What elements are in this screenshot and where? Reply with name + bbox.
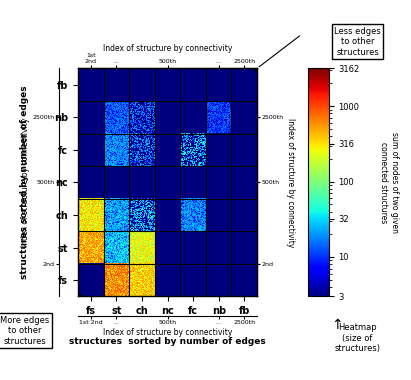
X-axis label: structures  sorted by number of edges: structures sorted by number of edges [69, 337, 266, 346]
Y-axis label: Index of structure by connectivity: Index of structure by connectivity [21, 118, 30, 247]
Y-axis label: structures sorted by number of edges: structures sorted by number of edges [20, 86, 29, 279]
Text: Less edges
to other
structures: Less edges to other structures [334, 27, 381, 57]
X-axis label: Index of structure by connectivity: Index of structure by connectivity [103, 44, 232, 53]
Text: Heatmap
(size of
structures): Heatmap (size of structures) [335, 323, 381, 353]
Text: More edges
to other
structures: More edges to other structures [0, 316, 49, 345]
Y-axis label: Index of structure by connectivity: Index of structure by connectivity [286, 118, 295, 247]
X-axis label: Index of structure by connectivity: Index of structure by connectivity [103, 328, 232, 337]
Y-axis label: sum of nodes of two given
connected structures: sum of nodes of two given connected stru… [379, 132, 399, 233]
Text: ↑: ↑ [331, 318, 343, 332]
